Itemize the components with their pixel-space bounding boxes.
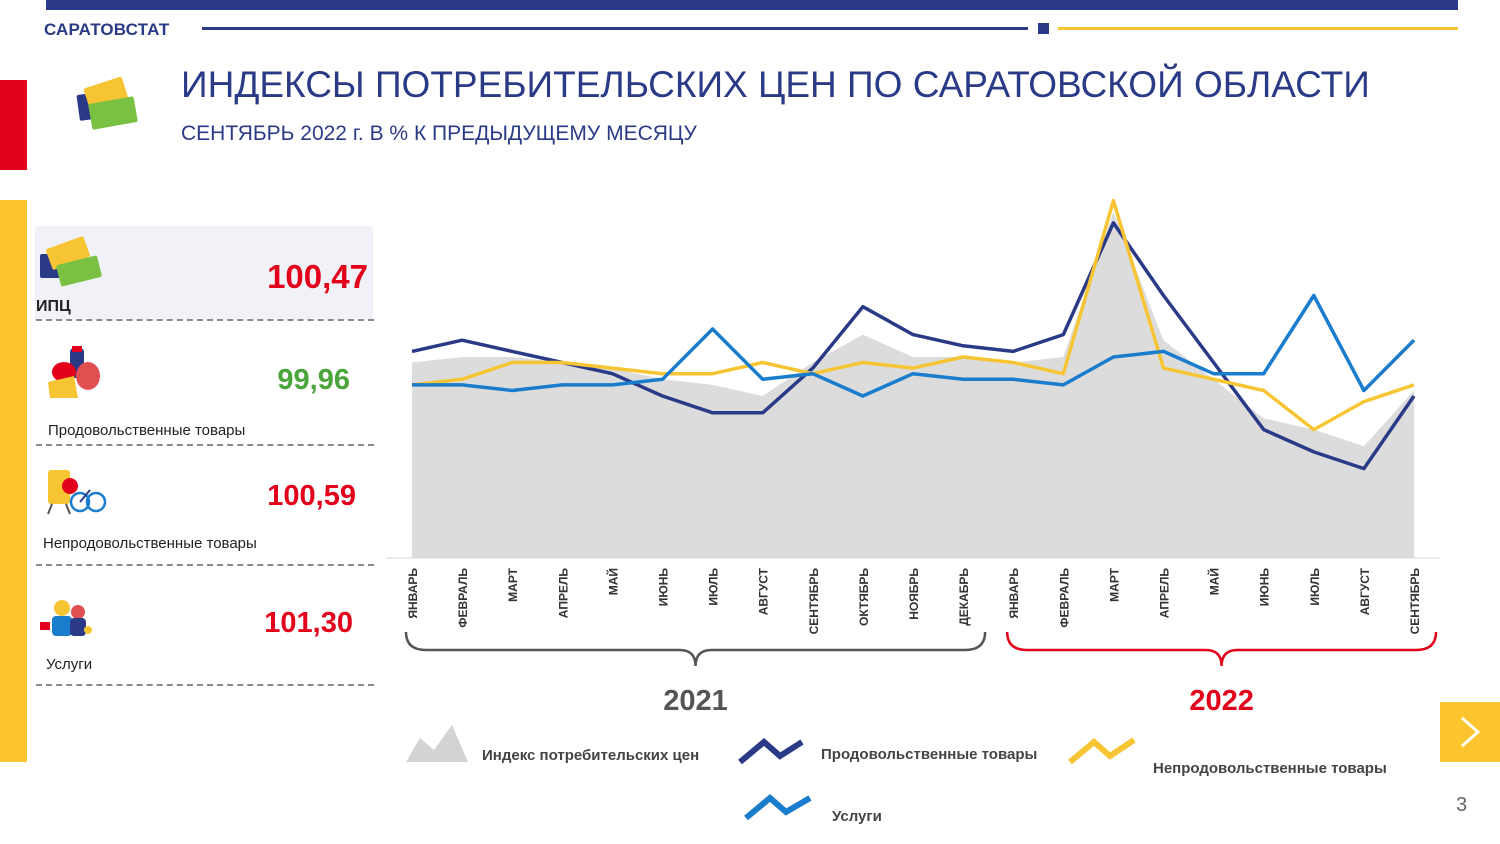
x-tick-label: МАРТ (506, 567, 520, 602)
year-brace-2021 (404, 631, 987, 667)
legend-services-icon (744, 794, 812, 821)
services-label: Услуги (46, 656, 93, 673)
cpi-label: ИПЦ (36, 298, 71, 315)
x-tick-label: СЕНТЯБРЬ (1408, 568, 1422, 635)
nonfood-label: Непродовольственные товары (43, 535, 257, 552)
legend-nonfood-label: Непродовольственные товары (1153, 760, 1387, 777)
header-rule-navy (202, 27, 1028, 30)
x-tick-label: ЯНВАРЬ (406, 568, 420, 619)
x-tick-label: ИЮЛЬ (1308, 568, 1322, 606)
x-tick-label: НОЯБРЬ (907, 568, 921, 620)
divider (36, 444, 374, 446)
x-tick-label: ФЕВРАЛЬ (456, 568, 470, 628)
series-line-2 (411, 198, 1415, 432)
divider (36, 684, 374, 686)
header-square (1038, 23, 1049, 34)
food-value: 99,96 (277, 364, 350, 396)
series-cpi-area (412, 211, 1414, 559)
x-tick-label: АВГУСТ (757, 567, 771, 615)
yellow-accent-bar (0, 200, 27, 762)
year-label: 2021 (663, 685, 728, 717)
x-tick-label: ФЕВРАЛЬ (1057, 568, 1071, 628)
header-rule-gold (1058, 27, 1458, 30)
x-tick-label: ИЮНЬ (657, 568, 671, 607)
x-tick-label: ЯНВАРЬ (1007, 568, 1021, 619)
brand-name: САРАТОВСТАТ (44, 20, 170, 39)
year-label: 2022 (1189, 685, 1254, 717)
x-tick-label: МАЙ (605, 568, 620, 595)
x-tick-label: ИЮЛЬ (707, 568, 721, 606)
services-value: 101,30 (264, 607, 353, 639)
divider (36, 564, 374, 566)
x-tick-label: МАРТ (1107, 567, 1121, 602)
food-label: Продовольственные товары (48, 422, 246, 439)
x-tick-label: МАЙ (1207, 568, 1222, 595)
series-line-3 (412, 293, 1416, 398)
x-tick-label: АПРЕЛЬ (556, 568, 570, 619)
next-slide-button[interactable] (1440, 702, 1500, 762)
x-tick-label: ИЮНЬ (1258, 568, 1272, 607)
x-tick-label: АПРЕЛЬ (1158, 568, 1172, 619)
x-tick-label: ДЕКАБРЬ (957, 568, 971, 626)
legend-cpi-icon (406, 725, 468, 762)
legend-food-icon (738, 738, 804, 765)
top-bar (46, 0, 1458, 10)
nonfood-value: 100,59 (267, 480, 356, 512)
cpi-value: 100,47 (267, 258, 368, 295)
year-brace-2022 (1005, 631, 1438, 667)
legend-nonfood-icon (1068, 737, 1136, 765)
page-title: ИНДЕКСЫ ПОТРЕБИТЕЛЬСКИХ ЦЕН ПО САРАТОВСК… (181, 64, 1370, 105)
x-tick-label: СЕНТЯБРЬ (807, 568, 821, 635)
legend-food-label: Продовольственные товары (821, 746, 1038, 763)
legend-services-label: Услуги (832, 808, 882, 825)
series-line-1 (411, 221, 1416, 471)
red-accent-bar (0, 80, 27, 170)
divider (36, 319, 374, 321)
page-number: 3 (1456, 794, 1468, 816)
chevron-right-icon (1461, 716, 1481, 748)
x-tick-label: АВГУСТ (1358, 567, 1372, 615)
page-subtitle: СЕНТЯБРЬ 2022 г. В % К ПРЕДЫДУЩЕМУ МЕСЯЦ… (181, 122, 697, 145)
x-tick-label: ОКТЯБРЬ (857, 568, 871, 626)
legend-cpi-label: Индекс потребительских цен (482, 747, 700, 764)
